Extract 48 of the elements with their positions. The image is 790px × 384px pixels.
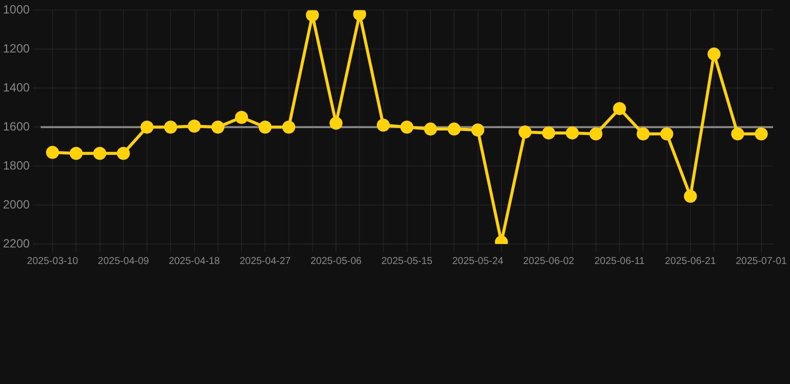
point [282, 120, 296, 134]
point [353, 10, 366, 21]
y-tick-label: 1800 [2, 158, 30, 172]
point [636, 127, 650, 140]
y-tick-label: 2000 [2, 197, 30, 212]
point [684, 190, 697, 203]
point [542, 126, 556, 140]
point [424, 122, 438, 136]
y-tick-label: 1600 [2, 119, 30, 134]
y-tick-label: 1000 [2, 2, 30, 17]
point [211, 120, 224, 134]
point [754, 127, 768, 140]
x-tick-label: 2025-05-15 [381, 256, 433, 267]
x-tick-label: 2025-06-21 [664, 256, 716, 267]
point [660, 127, 674, 140]
x-tick-label: 2025-05-06 [310, 256, 362, 267]
y-tick-label: 1400 [2, 80, 30, 94]
point [164, 120, 178, 134]
point [140, 120, 154, 134]
point [731, 127, 744, 140]
point [448, 122, 461, 136]
y-tick-label: 1200 [2, 41, 30, 56]
x-tick-label: 2025-04-18 [168, 256, 220, 267]
point [46, 146, 60, 159]
point [518, 125, 532, 138]
point [376, 118, 390, 132]
point [188, 120, 201, 133]
point [708, 48, 721, 61]
x-tick-label: 2025-07-01 [736, 256, 788, 267]
point [471, 124, 484, 137]
x-tick-label: 2025-06-11 [594, 256, 646, 267]
point [613, 102, 626, 116]
point [330, 116, 343, 130]
point [235, 110, 248, 124]
point [306, 10, 319, 22]
point [400, 120, 414, 134]
x-tick-label: 2025-04-09 [98, 256, 150, 267]
x-tick-label: 2025-03-10 [26, 256, 79, 267]
x-tick-label: 2025-06-02 [523, 256, 575, 267]
point [116, 146, 130, 160]
point [93, 146, 106, 160]
y-tick-label: 2200 [2, 236, 30, 250]
x-tick-label: 2025-04-27 [240, 256, 292, 267]
point [70, 146, 83, 160]
x-tick-label: 2025-05-24 [452, 256, 504, 267]
point [258, 120, 272, 134]
point [566, 126, 579, 140]
point [589, 127, 602, 140]
